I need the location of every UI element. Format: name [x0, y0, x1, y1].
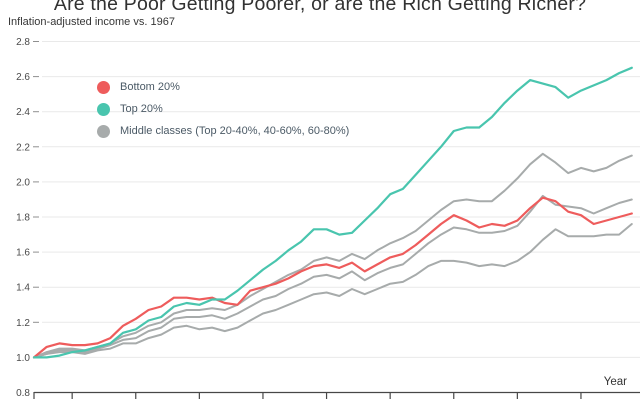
- bottom20-swatch-icon: [97, 80, 110, 94]
- legend-label: Top 20%: [120, 103, 163, 115]
- y-tick-label: 0.8: [16, 388, 30, 399]
- legend-label: Bottom 20%: [120, 81, 180, 93]
- y-tick-label: 2.6: [16, 72, 30, 83]
- y-tick-label: 1.0: [16, 353, 30, 364]
- series-line-middle-40-60[interactable]: [33, 194, 633, 359]
- legend-item-top20[interactable]: Top 20%: [97, 98, 349, 120]
- legend-label: Middle classes (Top 20-40%, 40-60%, 60-8…: [120, 125, 350, 137]
- x-axis-title: Year: [603, 376, 627, 388]
- y-tick-label: 1.4: [16, 283, 30, 294]
- series-line-top20[interactable]: [32, 66, 633, 359]
- series-line-middle-20-40[interactable]: [33, 152, 633, 359]
- y-tick-label: 1.6: [16, 248, 30, 259]
- y-tick-label: 2.0: [16, 177, 30, 188]
- y-tick-label: 2.2: [16, 142, 30, 153]
- top20-swatch-icon: [97, 102, 110, 116]
- y-tick-label: 2.4: [16, 107, 30, 118]
- series-line-middle-60-80[interactable]: [33, 223, 633, 359]
- y-tick-label: 1.2: [16, 318, 30, 329]
- series-line-bottom20[interactable]: [32, 196, 633, 359]
- legend-item-middle-classes[interactable]: Middle classes (Top 20-40%, 40-60%, 60-8…: [97, 120, 349, 142]
- legend: Bottom 20% Top 20% Middle classes (Top 2…: [97, 76, 349, 142]
- page-title: Are the Poor Getting Poorer, or are the …: [53, 0, 587, 15]
- legend-item-bottom20[interactable]: Bottom 20%: [97, 76, 349, 98]
- y-tick-label: 1.8: [16, 213, 30, 224]
- y-tick-label: 2.8: [16, 37, 30, 48]
- middle-classes-swatch-icon: [97, 124, 110, 138]
- chart-subtitle: Inflation-adjusted income vs. 1967: [8, 16, 175, 28]
